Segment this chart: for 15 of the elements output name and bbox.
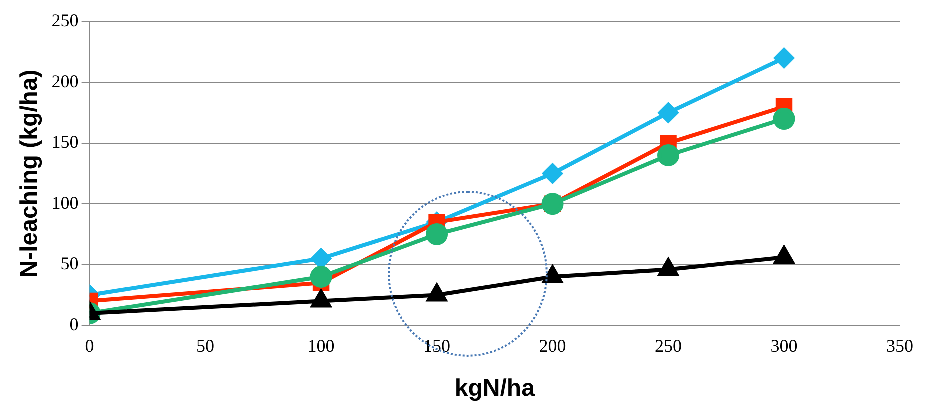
x-tick-label: 250 xyxy=(655,336,682,356)
y-tick-label: 0 xyxy=(70,314,79,334)
x-axis-title: kgN/ha xyxy=(454,375,536,402)
x-tick-label: 100 xyxy=(308,336,335,356)
y-tick-label: 250 xyxy=(52,10,79,31)
x-tick-label: 200 xyxy=(539,336,566,356)
y-tick-label: 100 xyxy=(52,192,79,213)
x-tick-label: 350 xyxy=(886,336,914,356)
x-tick-label: 50 xyxy=(196,336,215,356)
y-axis-title: N-leaching (kg/ha) xyxy=(16,70,44,278)
y-tick-label: 150 xyxy=(52,132,79,152)
y-tick-label: 50 xyxy=(60,254,79,274)
y-tick-label: 200 xyxy=(52,71,79,92)
x-tick-label: 0 xyxy=(85,336,94,356)
x-tick-label: 300 xyxy=(770,336,798,356)
